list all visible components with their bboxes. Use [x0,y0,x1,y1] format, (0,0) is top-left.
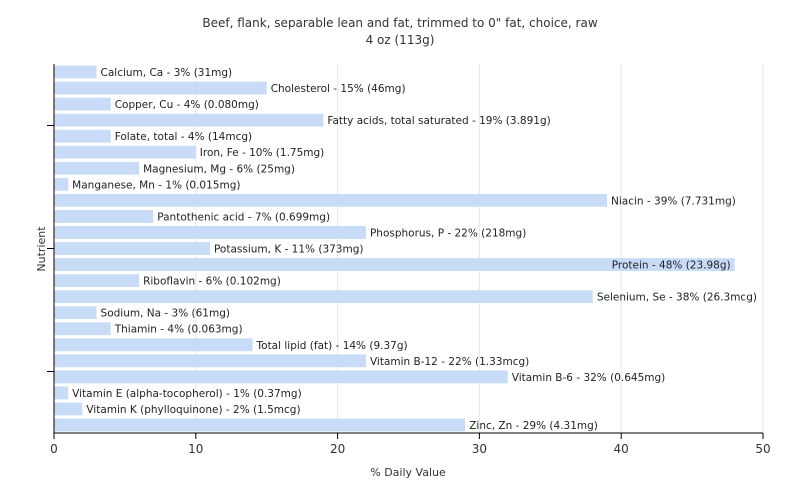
chart-subtitle: 4 oz (113g) [366,33,435,47]
bar-label: Cholesterol - 15% (46mg) [271,83,406,95]
bar-fatty-acids-total-saturated [54,113,324,127]
x-tick-label: 40 [614,442,629,456]
bar-series: Calcium, Ca - 3% (31mg) Cholesterol - 15%… [54,65,757,432]
bar-phosphorus-p [54,226,366,239]
x-tick-label: 0 [50,442,58,456]
bar-label: Vitamin K (phylloquinone) - 2% (1.5mcg) [86,404,300,416]
bar-label: Vitamin E (alpha-tocopherol) - 1% (0.37m… [72,388,302,400]
bar-zinc-zn [54,418,466,432]
bar-vitamin-k-phylloquinone [54,402,83,416]
bar-label: Vitamin B-12 - 22% (1.33mcg) [370,356,529,368]
chart-title: Beef, flank, separable lean and fat, tri… [202,16,597,30]
bar-label: Copper, Cu - 4% (0.080mg) [115,99,259,111]
bar-magnesium-mg [54,161,140,175]
bar-label: Vitamin B-6 - 32% (0.645mg) [512,372,666,384]
bar-manganese-mn [54,177,69,191]
bar-protein [54,258,735,271]
bar-riboflavin [54,274,140,288]
bar-label: Calcium, Ca - 3% (31mg) [101,67,233,79]
bar-niacin [54,193,608,207]
bar-vitamin-e-alpha-tocopherol [54,386,69,400]
bar-calcium-ca [54,65,97,79]
bar-label: Folate, total - 4% (14mcg) [115,131,252,143]
bar-label: Pantothenic acid - 7% (0.699mg) [157,211,330,223]
bar-iron-fe [54,145,196,159]
bar-label: Niacin - 39% (7.731mg) [611,195,736,207]
bar-label: Magnesium, Mg - 6% (25mg) [143,163,295,175]
bar-total-lipid-fat [54,338,253,352]
bar-label: Zinc, Zn - 29% (4.31mg) [469,420,598,432]
bar-vitamin-b-6 [54,370,508,384]
bar-label: Fatty acids, total saturated - 19% (3.89… [327,115,550,127]
bar-label: Selenium, Se - 38% (26.3mcg) [597,292,757,304]
bar-potassium-k [54,242,210,255]
x-tick-label: 50 [755,442,770,456]
x-axis-label: % Daily Value [370,466,446,479]
bar-selenium-se [54,290,593,304]
bar-thiamin [54,322,111,336]
bar-label: Total lipid (fat) - 14% (9.37g) [256,340,408,352]
bar-label: Manganese, Mn - 1% (0.015mg) [72,179,240,191]
bar-label: Thiamin - 4% (0.063mg) [114,324,243,336]
bar-pantothenic-acid [54,209,154,223]
bar-label: Iron, Fe - 10% (1.75mg) [200,147,324,159]
bar-copper-cu [54,97,111,111]
bar-sodium-na [54,306,97,320]
x-axis-ticks: 0 10 20 30 40 50 [50,433,771,456]
bar-vitamin-b-12 [54,354,366,368]
x-tick-label: 30 [472,442,487,456]
axes [47,64,763,434]
y-axis-label: Nutrient [35,226,48,272]
bar-folate-total [54,129,111,143]
x-tick-label: 20 [330,442,345,456]
bar-label: Riboflavin - 6% (0.102mg) [143,276,281,288]
bar-label: Protein - 48% (23.98g) [612,260,731,272]
x-tick-label: 10 [188,442,203,456]
bar-cholesterol [54,81,267,95]
bar-label: Sodium, Na - 3% (61mg) [101,308,230,320]
bar-label: Potassium, K - 11% (373mg) [214,244,364,256]
bar-label: Phosphorus, P - 22% (218mg) [370,227,526,239]
